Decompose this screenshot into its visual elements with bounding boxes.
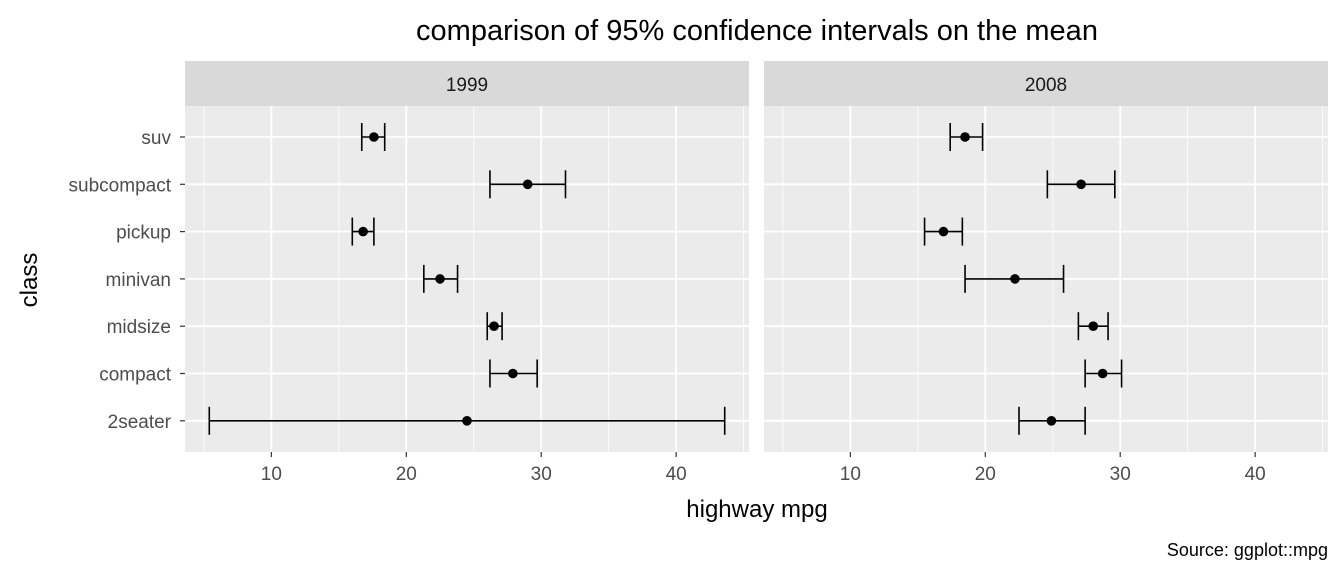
facet-strip-label: 1999	[446, 75, 488, 96]
mean-point	[369, 132, 379, 142]
y-tick-label-2seater: 2seater	[108, 412, 172, 433]
y-category-labels: suv subcompact pickup minivan midsize compact…	[69, 128, 185, 433]
chart-title: comparison of 95% confidence intervals o…	[416, 15, 1098, 47]
mean-point	[1046, 416, 1057, 426]
mean-point	[938, 226, 949, 237]
mean-point	[435, 274, 445, 284]
mean-point	[1088, 321, 1099, 332]
errorbar-compact	[1084, 359, 1123, 388]
x-tick-label: 40	[1245, 464, 1266, 485]
facet-strip	[764, 61, 1328, 106]
errorbar-midsize	[1077, 312, 1109, 341]
facet-panel-2008: 2008 10 20 30 40	[764, 61, 1328, 485]
mean-point	[1010, 274, 1020, 284]
errorbar-compact	[489, 359, 538, 388]
errorbar-minivan	[964, 264, 1065, 293]
errorbar-2seater	[208, 406, 726, 435]
facet-strip	[185, 61, 749, 106]
mean-point	[1076, 179, 1086, 190]
mean-point	[960, 132, 970, 142]
mean-point	[489, 321, 499, 332]
errorbar-pickup	[351, 217, 375, 246]
errorbar-suv	[360, 123, 386, 151]
x-tick-label: 20	[975, 464, 996, 485]
mean-point	[522, 179, 533, 190]
x-tick-label: 30	[1110, 464, 1131, 485]
mean-point	[462, 416, 472, 426]
errorbar-2seater	[1018, 406, 1086, 435]
x-tick-label: 30	[531, 464, 552, 485]
caption: Source: ggplot::mpg	[1167, 540, 1328, 560]
y-tick-label-compact: compact	[99, 365, 172, 386]
facet-strip-label: 2008	[1025, 75, 1067, 96]
errorbar-subcompact	[489, 170, 567, 199]
mean-point	[358, 226, 368, 237]
y-tick-label-pickup: pickup	[116, 223, 171, 244]
errorbar-pickup	[923, 217, 964, 246]
x-tick-label: 10	[261, 464, 282, 485]
mean-point	[508, 368, 518, 379]
y-axis-label: class	[16, 253, 43, 308]
x-tick-label: 20	[396, 464, 417, 485]
errorbar-midsize	[486, 312, 503, 341]
facet-panel-1999: 1999 10 20 30 40	[185, 61, 749, 485]
errorbar-minivan	[423, 264, 459, 293]
panels-layer: 1999 10 20 30 40 2008 10 20 30 40	[185, 61, 1328, 485]
y-tick-label-subcompact: subcompact	[69, 175, 172, 196]
y-tick-label-midsize: midsize	[107, 317, 171, 338]
y-tick-label-suv: suv	[141, 128, 171, 149]
x-tick-label: 40	[666, 464, 687, 485]
mean-point	[1097, 368, 1108, 379]
y-tick-label-minivan: minivan	[106, 270, 171, 291]
errorbar-suv	[949, 123, 984, 151]
x-axis-label: highway mpg	[686, 496, 827, 523]
x-tick-label: 10	[840, 464, 861, 485]
errorbar-subcompact	[1046, 170, 1116, 199]
